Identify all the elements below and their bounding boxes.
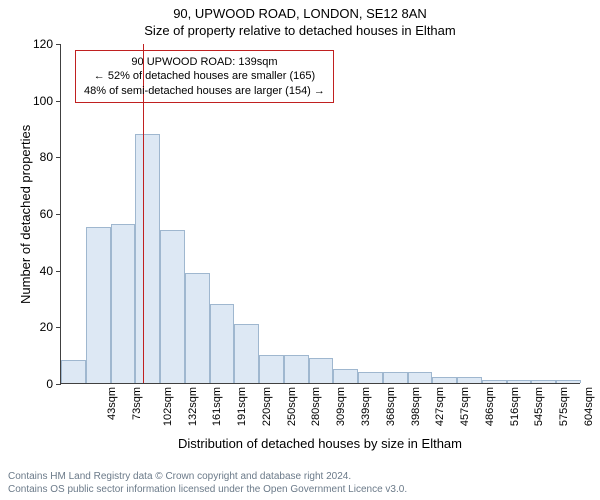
xtick-label: 575sqm [558, 387, 570, 426]
histogram-bar [210, 304, 235, 383]
x-axis-label: Distribution of detached houses by size … [60, 436, 580, 451]
ytick-mark [56, 271, 61, 272]
footer-line2: Contains OS public sector information li… [8, 483, 407, 496]
histogram-bar [457, 377, 482, 383]
xtick-label: 73sqm [131, 387, 143, 420]
annotation-line3: 48% of semi-detached houses are larger (… [84, 84, 325, 98]
histogram-bar [259, 355, 284, 383]
chart-title: 90, UPWOOD ROAD, LONDON, SE12 8AN [0, 0, 600, 21]
histogram-bar [111, 224, 136, 383]
xtick-label: 132sqm [187, 387, 199, 426]
histogram-bar [234, 324, 259, 384]
ytick-mark [56, 157, 61, 158]
xtick-label: 545sqm [533, 387, 545, 426]
ytick-mark [56, 214, 61, 215]
ytick-mark [56, 384, 61, 385]
xtick-label: 368sqm [385, 387, 397, 426]
histogram-bar [531, 380, 556, 383]
histogram-bar [408, 372, 433, 383]
footer-line1: Contains HM Land Registry data © Crown c… [8, 470, 407, 483]
xtick-label: 191sqm [236, 387, 248, 426]
y-axis-label: Number of detached properties [18, 125, 33, 304]
chart-container: { "title": "90, UPWOOD ROAD, LONDON, SE1… [0, 0, 600, 500]
histogram-bar [556, 380, 581, 383]
histogram-bar [309, 358, 334, 384]
histogram-bar [482, 380, 507, 383]
histogram-bar [284, 355, 309, 383]
xtick-label: 427sqm [434, 387, 446, 426]
histogram-bar [333, 369, 358, 383]
xtick-label: 43sqm [106, 387, 118, 420]
xtick-label: 161sqm [212, 387, 224, 426]
xtick-label: 309sqm [335, 387, 347, 426]
footer: Contains HM Land Registry data © Crown c… [8, 470, 407, 496]
ytick-label: 100 [33, 94, 53, 108]
ytick-label: 120 [33, 37, 53, 51]
xtick-label: 102sqm [162, 387, 174, 426]
xtick-label: 398sqm [410, 387, 422, 426]
xtick-label: 250sqm [286, 387, 298, 426]
annotation-line2: ← 52% of detached houses are smaller (16… [84, 69, 325, 83]
histogram-bar [358, 372, 383, 383]
ytick-mark [56, 327, 61, 328]
xtick-label: 339sqm [360, 387, 372, 426]
chart-subtitle: Size of property relative to detached ho… [0, 23, 600, 38]
ytick-label: 80 [40, 150, 53, 164]
xtick-label: 486sqm [484, 387, 496, 426]
histogram-bar [61, 360, 86, 383]
ytick-mark [56, 101, 61, 102]
histogram-bar [185, 273, 210, 384]
annotation-line1: 90 UPWOOD ROAD: 139sqm [84, 55, 325, 69]
xtick-label: 516sqm [509, 387, 521, 426]
ytick-label: 40 [40, 264, 53, 278]
ytick-label: 60 [40, 207, 53, 221]
histogram-bar [86, 227, 111, 383]
histogram-bar [432, 377, 457, 383]
histogram-bar [135, 134, 160, 383]
ytick-mark [56, 44, 61, 45]
ytick-label: 20 [40, 320, 53, 334]
annotation-box: 90 UPWOOD ROAD: 139sqm ← 52% of detached… [75, 50, 334, 103]
histogram-bar [160, 230, 185, 383]
xtick-label: 280sqm [311, 387, 323, 426]
histogram-bar [507, 380, 532, 383]
histogram-bar [383, 372, 408, 383]
xtick-label: 457sqm [459, 387, 471, 426]
xtick-label: 220sqm [261, 387, 273, 426]
xtick-label: 604sqm [583, 387, 595, 426]
ytick-label: 0 [46, 377, 53, 391]
